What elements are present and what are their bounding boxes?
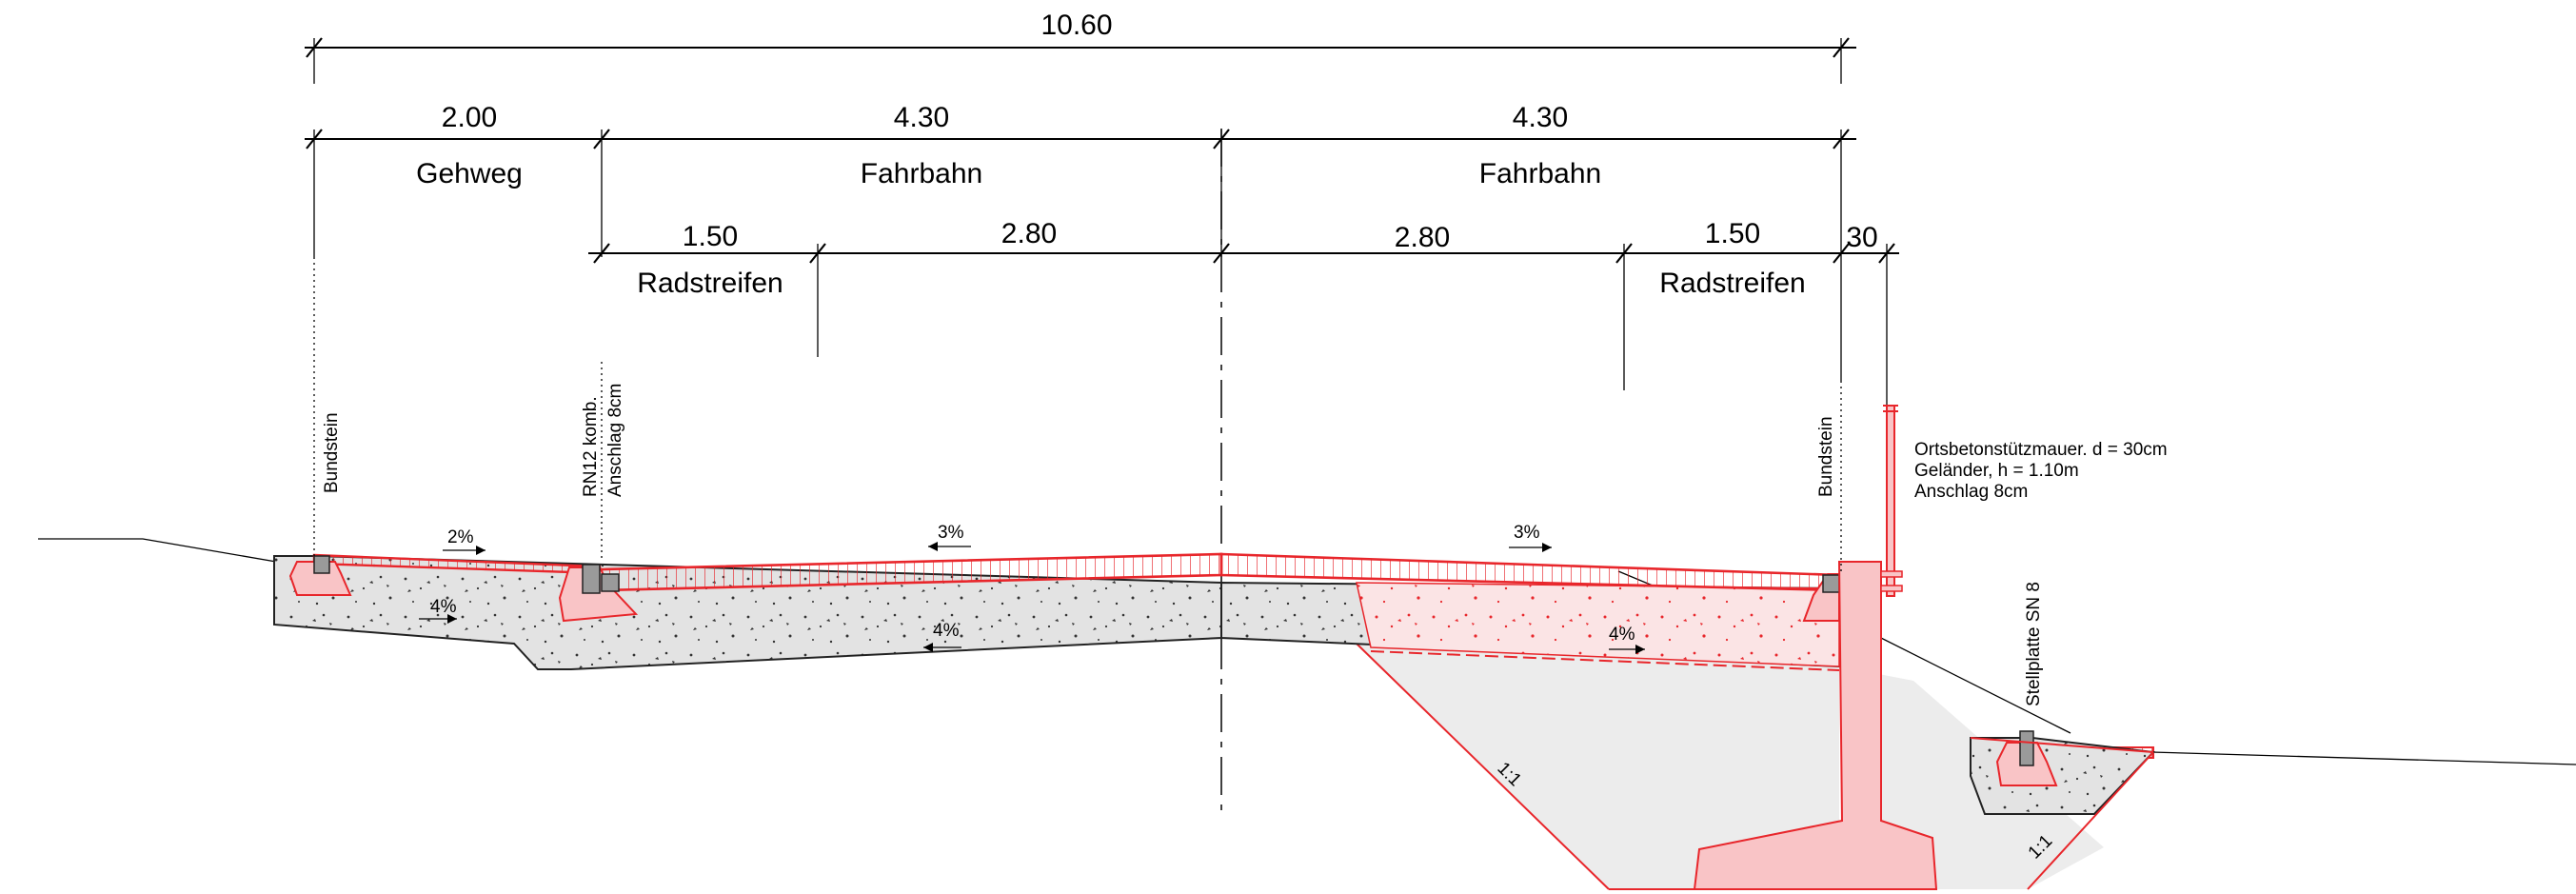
label-bundstein-left: Bundstein xyxy=(322,412,342,493)
slope-road-right-base: 4% xyxy=(1609,625,1635,645)
zone-fahrbahn-left: Fahrbahn xyxy=(861,158,982,189)
base-course-right: 4% xyxy=(1220,581,1840,671)
retaining-wall xyxy=(1693,405,1938,890)
label-rn12-line2: Anschlag 8cm xyxy=(605,384,625,497)
label-rn12-line1: RN12 komb. xyxy=(581,396,601,497)
slope-road-right-surface: 3% xyxy=(1514,523,1540,543)
base-course-left: 4% 4% xyxy=(273,555,1222,670)
label-stellplatte: Stellplatte SN 8 xyxy=(2024,582,2044,706)
zone-radstreifen-right: Radstreifen xyxy=(1659,268,1805,299)
label-wall-note-2: Geländer, h = 1.10m xyxy=(1914,461,2079,481)
dim-radstreifen-left: 1.50 xyxy=(683,221,738,252)
dim-fahrbahn-right: 4.30 xyxy=(1513,102,1568,133)
dimension-chain: 10.60 2.00 4.30 4.30 Gehweg Fahrbahn Fah… xyxy=(305,10,1899,405)
bundstein-left xyxy=(288,555,352,596)
bundstein-right xyxy=(1802,573,1840,622)
slope-gehweg-surface: 2% xyxy=(447,527,474,547)
dim-radstreifen-right: 1.50 xyxy=(1705,218,1760,249)
dim-wall: 30 xyxy=(1846,222,1877,253)
label-bundstein-right: Bundstein xyxy=(1816,416,1836,497)
slope-gehweg-base: 4% xyxy=(430,597,457,617)
label-wall-note-3: Anschlag 8cm xyxy=(1914,482,2028,502)
dim-lane-left: 2.80 xyxy=(1001,218,1057,249)
dim-fahrbahn-left: 4.30 xyxy=(894,102,949,133)
stellplatte-curb: 1:1 xyxy=(1970,730,2156,890)
labels: Bundstein RN12 komb. Anschlag 8cm Bundst… xyxy=(313,257,2168,706)
rn12-curb xyxy=(558,564,639,623)
zone-radstreifen-left: Radstreifen xyxy=(637,268,783,299)
surface-slope-arrows: 2% 3% 3% xyxy=(443,523,1552,555)
dim-gehweg: 2.00 xyxy=(442,102,497,133)
dim-lane-right: 2.80 xyxy=(1395,222,1450,253)
curbs: 1:1 xyxy=(288,555,2156,890)
slope-road-left-base: 4% xyxy=(933,621,960,641)
label-wall-note-1: Ortsbetonstützmauer. d = 30cm xyxy=(1914,440,2168,460)
zone-fahrbahn-right: Fahrbahn xyxy=(1479,158,1601,189)
zone-gehweg: Gehweg xyxy=(416,158,523,189)
slope-road-left-surface: 3% xyxy=(938,523,964,543)
dim-total: 10.60 xyxy=(1040,10,1112,41)
